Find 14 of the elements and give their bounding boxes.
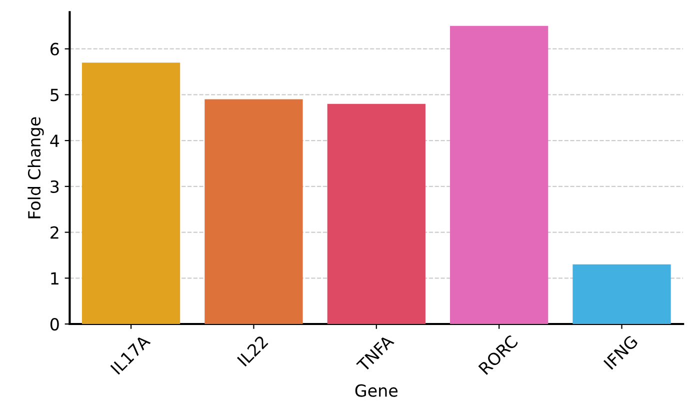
y-tick-label: 6 (50, 42, 59, 56)
bar (82, 62, 180, 324)
x-axis-title: Gene (355, 384, 398, 397)
y-tick-label: 5 (50, 88, 59, 102)
y-axis-title: Fold Change (28, 117, 44, 218)
bar (327, 104, 426, 324)
y-tick-label: 4 (50, 134, 60, 147)
y-tick-label: 1 (51, 272, 58, 284)
y-tick-label: 3 (50, 180, 59, 193)
y-tick-label: 2 (50, 226, 58, 239)
bar (572, 264, 671, 324)
bar (204, 99, 303, 324)
bar (450, 26, 548, 324)
y-tick-label: 0 (50, 318, 59, 331)
